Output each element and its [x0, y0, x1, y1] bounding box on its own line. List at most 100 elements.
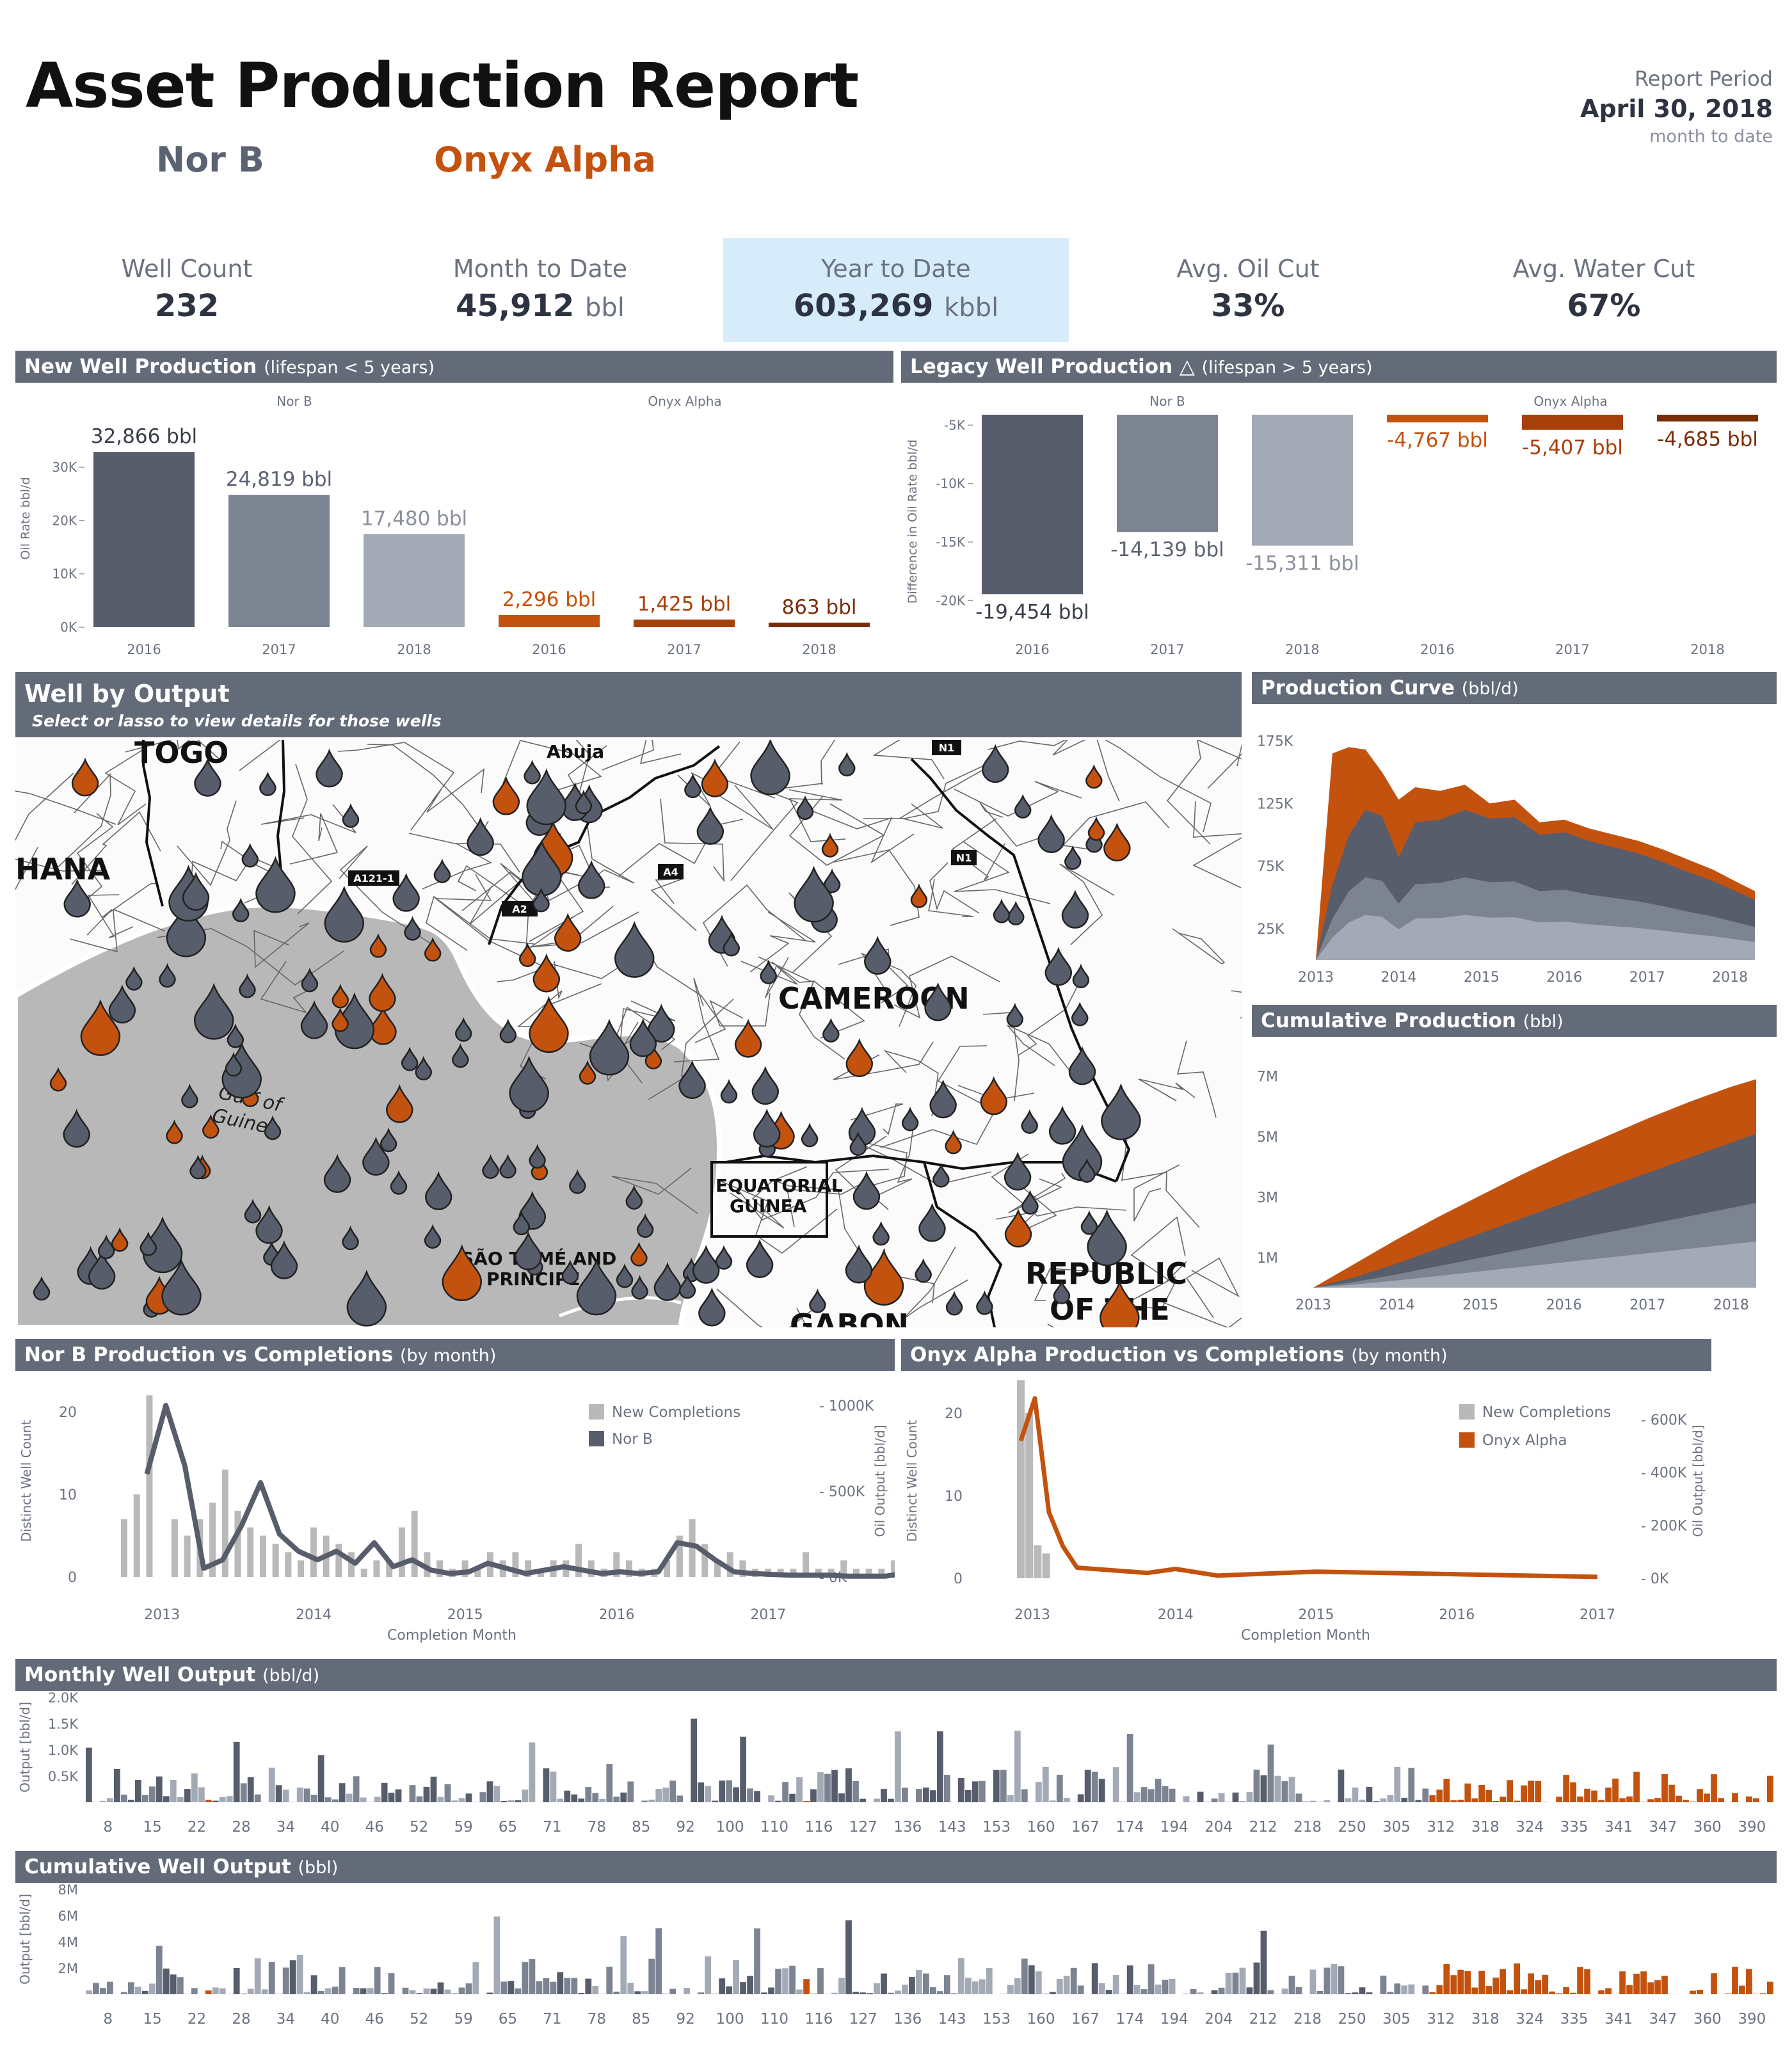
well-marker[interactable] [424, 937, 442, 962]
well-marker[interactable] [140, 1231, 157, 1256]
well-marker[interactable] [692, 1245, 720, 1284]
well-marker[interactable] [342, 1225, 359, 1251]
well-marker[interactable] [1006, 1002, 1024, 1028]
well-marker[interactable] [945, 1291, 963, 1316]
well-marker[interactable] [255, 1204, 283, 1244]
well-marker[interactable] [631, 1275, 648, 1300]
well-marker[interactable] [300, 1000, 328, 1039]
well-marker[interactable] [1103, 822, 1131, 861]
well-marker[interactable] [630, 1242, 648, 1267]
well-marker[interactable] [569, 1169, 586, 1194]
well-marker[interactable] [301, 967, 319, 993]
well-marker[interactable] [845, 1244, 873, 1284]
well-marker[interactable] [166, 1119, 183, 1144]
well-marker[interactable] [71, 757, 99, 797]
well-marker[interactable] [33, 1276, 51, 1301]
well-marker[interactable] [415, 1055, 432, 1081]
kpi-avg-water-cut[interactable]: Avg. Water Cut 67% [1431, 238, 1777, 342]
well-marker[interactable] [182, 872, 210, 911]
well-marker[interactable] [509, 1055, 549, 1113]
well-marker[interactable] [255, 856, 296, 913]
well-marker[interactable] [499, 1154, 516, 1179]
well-marker[interactable] [532, 888, 550, 913]
well-marker[interactable] [404, 916, 421, 941]
well-marker[interactable] [225, 1052, 243, 1077]
well-marker[interactable] [822, 1018, 840, 1043]
well-marker[interactable] [796, 795, 814, 820]
well-marker[interactable] [1087, 816, 1105, 841]
well-marker[interactable] [1072, 963, 1090, 989]
well-marker[interactable] [648, 1004, 675, 1043]
well-marker[interactable] [701, 758, 729, 797]
well-markers[interactable] [33, 740, 1141, 1327]
well-marker[interactable] [515, 1231, 542, 1270]
well-marker[interactable] [1071, 1002, 1089, 1027]
well-marker[interactable] [678, 1274, 696, 1299]
well-marker[interactable] [636, 1213, 654, 1238]
well-marker[interactable] [849, 1131, 867, 1156]
well-marker[interactable] [270, 1240, 298, 1279]
well-marker[interactable] [518, 942, 536, 968]
well-marker[interactable] [723, 931, 740, 957]
well-marker[interactable] [1014, 794, 1032, 819]
well-marker[interactable] [424, 1224, 442, 1249]
well-marker[interactable] [750, 740, 790, 796]
well-marker[interactable] [189, 1155, 207, 1180]
legend-onyx-alpha[interactable]: Onyx Alpha [434, 140, 657, 180]
well-marker[interactable] [910, 883, 928, 908]
well-marker[interactable] [332, 1007, 349, 1032]
well-marker[interactable] [821, 833, 839, 858]
well-marker[interactable] [227, 1023, 244, 1048]
kpi-year-to-date[interactable]: Year to Date 603,269 kbbl [723, 238, 1069, 342]
well-marker[interactable] [924, 982, 952, 1021]
well-marker[interactable] [734, 1018, 762, 1058]
well-marker[interactable] [1053, 1279, 1071, 1304]
well-marker[interactable] [838, 751, 856, 777]
well-marker[interactable] [80, 999, 121, 1056]
well-marker[interactable] [981, 744, 1009, 783]
well-marker[interactable] [1021, 1190, 1039, 1215]
well-marker[interactable] [1085, 764, 1103, 789]
well-marker[interactable] [980, 1076, 1008, 1116]
well-marker[interactable] [369, 933, 387, 958]
well-marker[interactable] [901, 1107, 919, 1132]
well-marker[interactable] [221, 1041, 262, 1099]
well-marker[interactable] [442, 1244, 483, 1301]
well-marker[interactable] [390, 1170, 408, 1195]
well-marker[interactable] [823, 868, 841, 893]
well-marker[interactable] [760, 959, 777, 984]
legend-nor-b[interactable]: Nor B [156, 140, 264, 180]
well-marker[interactable] [1068, 1046, 1096, 1085]
well-marker[interactable] [259, 771, 276, 796]
well-marker[interactable] [202, 1114, 220, 1139]
legend[interactable]: New Completions Onyx Alpha [1459, 1404, 1611, 1449]
well-marker[interactable] [1087, 1209, 1127, 1267]
well-map[interactable]: TOGO Abuja HANA CAMEROON EQUATORIAL GUIN… [15, 740, 1242, 1327]
well-marker[interactable] [629, 1018, 657, 1057]
well-marker[interactable] [577, 860, 605, 899]
well-marker[interactable] [1078, 1158, 1096, 1183]
well-marker[interactable] [380, 1127, 397, 1153]
well-marker[interactable] [1021, 1109, 1038, 1134]
well-marker[interactable] [324, 885, 365, 943]
well-marker[interactable] [625, 1185, 643, 1210]
well-marker[interactable] [159, 963, 176, 988]
well-marker[interactable] [809, 1288, 826, 1313]
well-marker[interactable] [499, 1018, 517, 1044]
well-marker[interactable] [63, 1108, 90, 1148]
well-marker[interactable] [1101, 1083, 1141, 1140]
well-marker[interactable] [589, 1018, 630, 1076]
well-marker[interactable] [232, 897, 250, 923]
well-marker[interactable] [369, 973, 396, 1012]
well-marker[interactable] [524, 760, 541, 785]
well-marker[interactable] [433, 858, 451, 883]
well-marker[interactable] [794, 865, 834, 923]
well-marker[interactable] [1100, 1280, 1140, 1327]
well-marker[interactable] [1044, 947, 1073, 986]
well-marker[interactable] [492, 776, 520, 815]
well-marker[interactable] [561, 1260, 579, 1284]
well-marker[interactable] [872, 1220, 890, 1246]
well-marker[interactable] [532, 953, 561, 993]
well-marker[interactable] [125, 966, 143, 991]
well-marker[interactable] [452, 1043, 469, 1068]
